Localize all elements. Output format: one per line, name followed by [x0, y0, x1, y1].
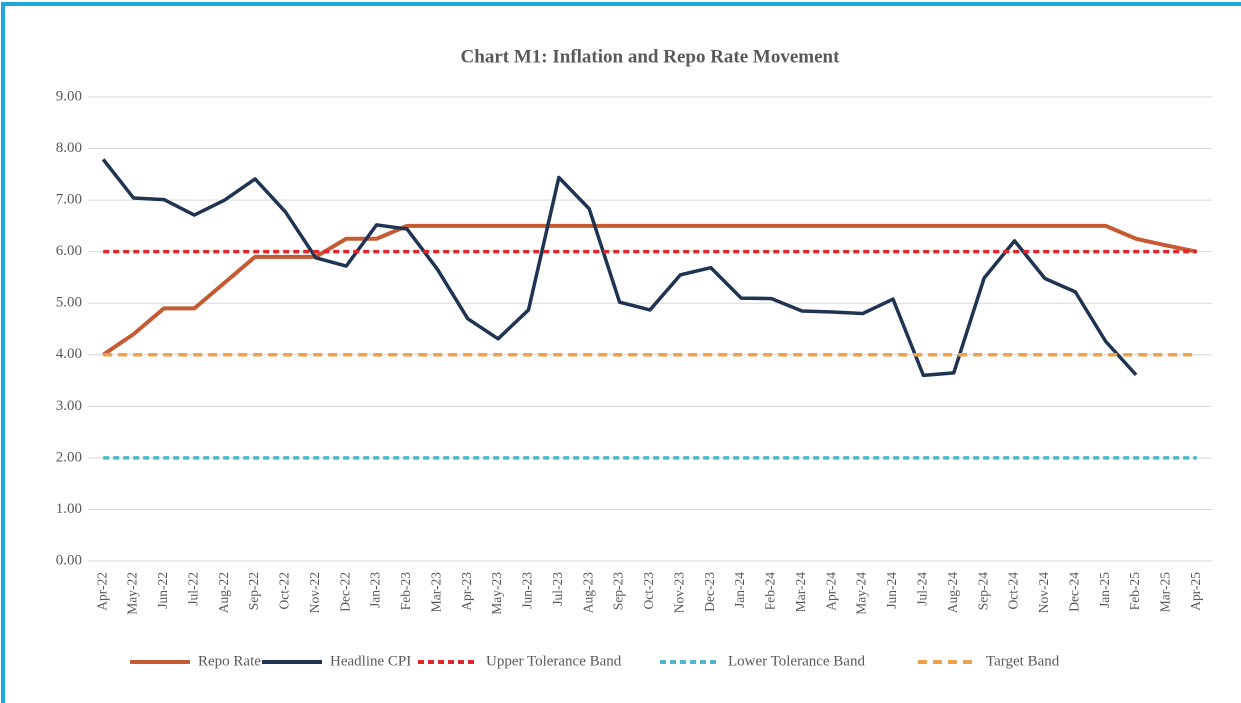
- x-tick-label: Jun-22: [155, 572, 170, 609]
- x-tick-label: Dec-23: [702, 572, 717, 612]
- y-tick-label: 1.00: [56, 501, 82, 517]
- x-tick-label: Mar-24: [793, 572, 808, 612]
- x-tick-label: May-23: [489, 572, 504, 615]
- x-tick-label: Jan-23: [368, 572, 383, 608]
- x-tick-label: Nov-24: [1036, 572, 1051, 613]
- x-tick-label: Apr-24: [823, 572, 838, 611]
- y-tick-label: 6.00: [56, 243, 82, 259]
- legend-label: Repo Rate: [198, 653, 261, 669]
- x-tick-label: Oct-22: [277, 572, 292, 610]
- y-tick-label: 5.00: [56, 295, 82, 311]
- x-tick-label: Mar-25: [1158, 572, 1173, 612]
- x-tick-label: Dec-24: [1066, 572, 1081, 612]
- legend-label: Lower Tolerance Band: [728, 653, 865, 669]
- x-tick-label: Jul-23: [550, 572, 565, 606]
- x-tick-label: Apr-22: [94, 572, 109, 611]
- x-tick-label: Jan-24: [732, 572, 747, 608]
- y-tick-label: 8.00: [56, 140, 82, 156]
- chart-title: Chart M1: Inflation and Repo Rate Moveme…: [461, 46, 841, 67]
- x-tick-label: May-24: [854, 572, 869, 615]
- y-tick-label: 0.00: [56, 552, 82, 568]
- x-tick-label: May-22: [125, 572, 140, 615]
- x-tick-label: Nov-22: [307, 572, 322, 613]
- x-tick-label: Feb-23: [398, 572, 413, 610]
- x-tick-label: Nov-23: [671, 572, 686, 613]
- x-tick-label: Sep-24: [975, 572, 990, 610]
- x-tick-label: Aug-23: [580, 572, 595, 613]
- y-tick-label: 2.00: [56, 449, 82, 465]
- y-tick-label: 7.00: [56, 192, 82, 208]
- x-tick-label: Mar-23: [428, 572, 443, 612]
- legend-label: Upper Tolerance Band: [486, 653, 622, 669]
- x-tick-label: Sep-23: [611, 572, 626, 610]
- series-line: [101, 158, 1138, 378]
- x-tick-label: Jan-25: [1097, 572, 1112, 608]
- x-tick-label: Oct-24: [1006, 572, 1021, 610]
- y-tick-label: 3.00: [56, 398, 82, 414]
- x-tick-label: Feb-25: [1127, 572, 1142, 610]
- y-tick-label: 4.00: [56, 346, 82, 362]
- x-tick-label: Dec-22: [337, 572, 352, 612]
- x-tick-label: Apr-23: [459, 572, 474, 611]
- x-tick-label: Oct-23: [641, 572, 656, 610]
- x-tick-label: Aug-22: [216, 572, 231, 613]
- x-tick-label: Jul-24: [914, 572, 929, 606]
- x-tick-label: Aug-24: [945, 572, 960, 613]
- x-tick-label: Apr-25: [1188, 572, 1203, 611]
- legend-label: Target Band: [986, 653, 1060, 669]
- x-tick-label: Jun-23: [520, 572, 535, 609]
- x-tick-label: Jul-22: [185, 572, 200, 606]
- x-tick-label: Feb-24: [763, 572, 778, 610]
- x-tick-label: Sep-22: [246, 572, 261, 610]
- y-tick-label: 9.00: [56, 88, 82, 104]
- legend-label: Headline CPI: [330, 653, 411, 669]
- x-tick-label: Jun-24: [884, 572, 899, 609]
- series-line: [102, 223, 1198, 357]
